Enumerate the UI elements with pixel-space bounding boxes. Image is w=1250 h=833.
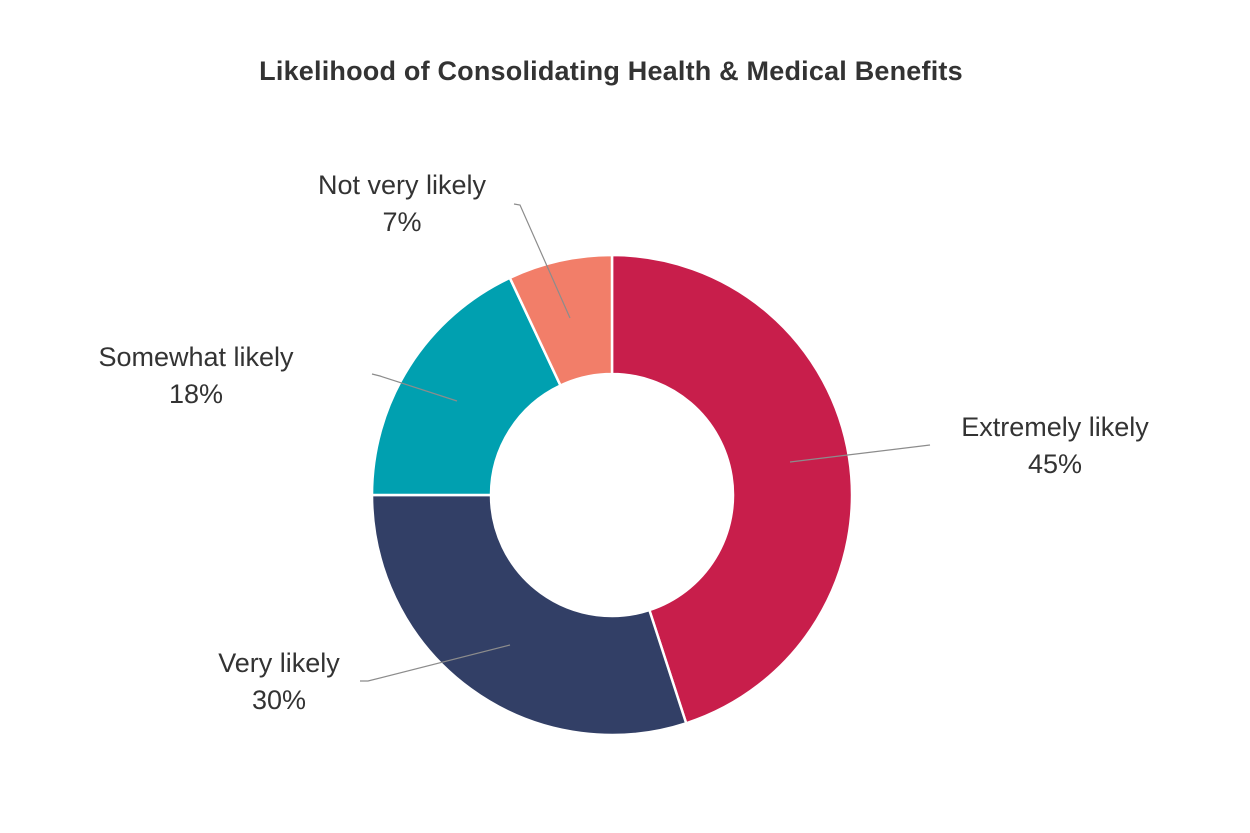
slice-label: Extremely likely bbox=[961, 412, 1149, 442]
leader-line bbox=[789, 444, 931, 463]
slice-somewhat-likely bbox=[370, 276, 562, 497]
chart-title: Likelihood of Consolidating Health & Med… bbox=[259, 56, 963, 86]
slice-label: Very likely bbox=[218, 648, 340, 678]
leader-line bbox=[513, 203, 571, 319]
slice-value-label: 18% bbox=[169, 379, 223, 409]
slice-very-likely bbox=[370, 493, 688, 737]
slice-label: Somewhat likely bbox=[98, 342, 294, 372]
data-labels: Extremely likely 45% Very likely 30% Somewha… bbox=[98, 170, 1149, 715]
leader-lines bbox=[360, 203, 931, 682]
leader-line bbox=[371, 373, 458, 402]
slice-not-very-likely bbox=[508, 253, 614, 387]
slice-value-label: 30% bbox=[252, 685, 306, 715]
slice-extremely-likely bbox=[610, 253, 854, 725]
donut-slices bbox=[370, 253, 854, 737]
leader-line bbox=[360, 644, 511, 682]
slice-label: Not very likely bbox=[318, 170, 487, 200]
slice-value-label: 45% bbox=[1028, 449, 1082, 479]
slice-value-label: 7% bbox=[382, 207, 421, 237]
